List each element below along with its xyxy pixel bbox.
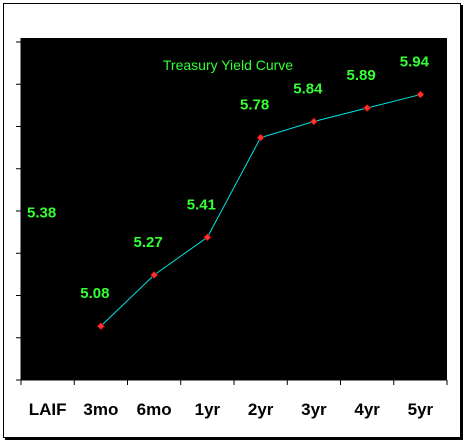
data-point — [309, 117, 318, 126]
data-label: 5.78 — [240, 97, 269, 114]
data-point — [256, 133, 265, 142]
x-tick-label: 6mo — [137, 400, 172, 419]
data-point — [363, 104, 372, 112]
x-tick-label: 3mo — [83, 400, 118, 419]
data-label: 5.08 — [80, 285, 109, 302]
data-point — [203, 233, 212, 242]
data-label: 5.84 — [293, 80, 323, 97]
x-tick-label: 5yr — [408, 400, 434, 419]
data-label: 5.94 — [400, 54, 430, 71]
data-point — [96, 322, 105, 331]
plot-area — [21, 38, 447, 380]
data-label: 5.41 — [187, 196, 216, 213]
data-point — [150, 271, 159, 279]
data-point — [416, 90, 425, 99]
x-tick-label: 1yr — [195, 400, 221, 419]
x-tick-label: LAIF — [29, 400, 67, 419]
x-tick-label: 3yr — [301, 400, 327, 419]
data-label: 5.89 — [347, 67, 376, 84]
x-tick-label: 4yr — [354, 400, 380, 419]
x-tick-label: 2yr — [248, 400, 274, 419]
data-label: 5.27 — [134, 234, 163, 251]
data-label: 5.38 — [27, 204, 56, 221]
chart-title: Treasury Yield Curve — [163, 57, 293, 73]
